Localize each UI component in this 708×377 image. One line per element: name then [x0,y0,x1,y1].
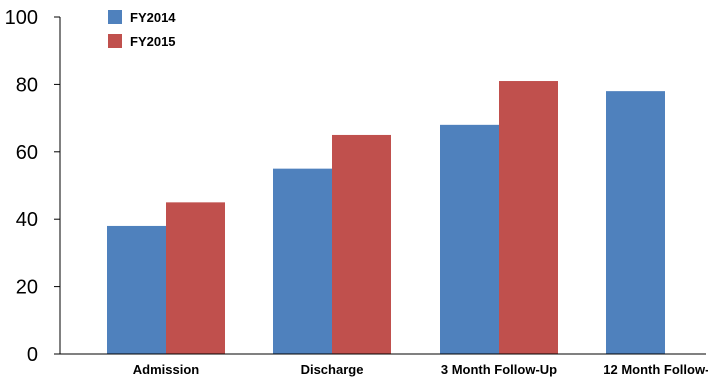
y-tick-label: 100 [5,7,38,29]
x-axis: Admission Discharge 3 Month Follow-Up 12 Mo… [54,353,708,377]
x-category-label: Discharge [301,362,364,377]
bar-fy2014-2 [440,124,499,354]
y-axis: 0 20 40 60 80 100 [5,7,61,366]
bar-fy2014-3 [606,91,665,354]
y-tick-label: 0 [27,344,38,366]
x-category-label: 12 Month Follow-Up [603,362,708,377]
y-tick-label: 40 [16,209,38,231]
y-tick-label: 80 [16,74,38,96]
legend: FY2014 FY2015 [108,10,176,49]
y-tick-label: 60 [16,142,38,164]
legend-swatch-fy2014 [108,10,122,24]
bar-fy2015-1 [332,134,391,354]
legend-label-fy2014: FY2014 [130,10,176,25]
bar-fy2014-1 [273,168,332,354]
bar-fy2014-0 [107,225,166,354]
bar-fy2015-2 [499,81,558,354]
x-category-label: Admission [133,362,200,377]
y-tick-label: 20 [16,277,38,299]
x-category-label: 3 Month Follow-Up [441,362,557,377]
bar-fy2015-0 [166,202,225,354]
bars [107,81,665,354]
legend-label-fy2015: FY2015 [130,34,176,49]
legend-swatch-fy2015 [108,34,122,48]
